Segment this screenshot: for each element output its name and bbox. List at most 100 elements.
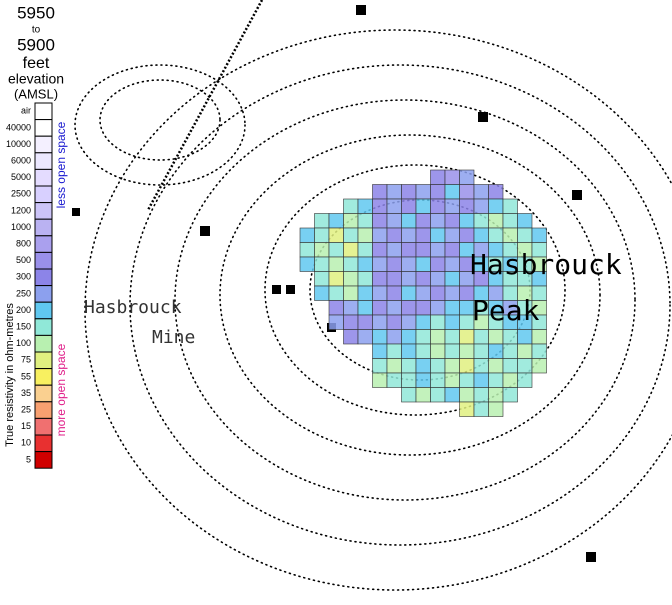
resistivity-cell [328, 300, 344, 316]
resistivity-cell [386, 256, 402, 272]
resistivity-cell [372, 285, 388, 301]
resistivity-cell [314, 242, 330, 258]
resistivity-cell [488, 329, 504, 345]
resistivity-cell [328, 213, 344, 229]
resistivity-cell [372, 271, 388, 287]
resistivity-cell [430, 184, 446, 200]
resistivity-cell [473, 372, 489, 388]
resistivity-cell [473, 358, 489, 374]
resistivity-cell [473, 329, 489, 345]
resistivity-cell [459, 401, 475, 417]
resistivity-cell [372, 213, 388, 229]
resistivity-cell [328, 285, 344, 301]
resistivity-cell [502, 329, 518, 345]
peak-label: Peak [472, 294, 540, 327]
resistivity-cell [531, 343, 547, 359]
resistivity-cell [517, 213, 533, 229]
resistivity-cell [357, 198, 373, 214]
scale-label: 10000 [6, 139, 31, 149]
resistivity-cell [401, 184, 417, 200]
scale-label: 300 [16, 272, 31, 282]
resistivity-cell [372, 343, 388, 359]
resistivity-cell [502, 343, 518, 359]
resistivity-cell [517, 343, 533, 359]
resistivity-cell [430, 387, 446, 403]
resistivity-cell [357, 300, 373, 316]
resistivity-cell [372, 314, 388, 330]
resistivity-cell [430, 343, 446, 359]
resistivity-cell [517, 358, 533, 374]
resistivity-cell [430, 358, 446, 374]
resistivity-cell [517, 329, 533, 345]
resistivity-cell [343, 271, 359, 287]
resistivity-cell [459, 343, 475, 359]
resistivity-cell [299, 256, 315, 272]
scale-label: 1000 [11, 222, 31, 232]
resistivity-cell [473, 198, 489, 214]
elevation-to: to [32, 25, 41, 36]
scale-swatch [34, 401, 53, 419]
resistivity-cell [372, 372, 388, 388]
scale-label: 40000 [6, 122, 31, 132]
resistivity-cell [444, 213, 460, 229]
resistivity-cell [473, 184, 489, 200]
resistivity-cell [488, 227, 504, 243]
resistivity-cell [314, 227, 330, 243]
resistivity-cell [473, 213, 489, 229]
resistivity-cell [401, 343, 417, 359]
resistivity-cell [444, 372, 460, 388]
resistivity-cell [415, 213, 431, 229]
resistivity-cell [415, 343, 431, 359]
resistivity-cell [357, 242, 373, 258]
resistivity-cell [415, 242, 431, 258]
resistivity-cell [415, 329, 431, 345]
resistivity-cell [430, 271, 446, 287]
scale-label: 800 [16, 238, 31, 248]
resistivity-cell [444, 242, 460, 258]
resistivity-cell [502, 387, 518, 403]
resistivity-cell [502, 213, 518, 229]
resistivity-cell [415, 271, 431, 287]
resistivity-cell [372, 256, 388, 272]
scale-label: 1200 [11, 205, 31, 215]
scale-swatch [34, 417, 53, 436]
resistivity-cell [430, 285, 446, 301]
scale-label: 15 [21, 421, 31, 431]
resistivity-cell [415, 358, 431, 374]
scale-swatch [34, 218, 53, 237]
resistivity-cell [299, 227, 315, 243]
resistivity-cell [386, 198, 402, 214]
scale-label: 250 [16, 288, 31, 298]
elevation-unit: feet [23, 55, 50, 72]
resistivity-cell [401, 198, 417, 214]
resistivity-cell [401, 329, 417, 345]
resistivity-cell [314, 256, 330, 272]
resistivity-cell [531, 329, 547, 345]
resistivity-cell [343, 329, 359, 345]
scale-label: 500 [16, 255, 31, 265]
resistivity-cell [444, 256, 460, 272]
resistivity-cell [430, 242, 446, 258]
resistivity-cell [502, 198, 518, 214]
resistivity-cell [386, 343, 402, 359]
scale-swatch [34, 235, 53, 253]
resistivity-cell [357, 213, 373, 229]
scale-label: 6000 [11, 155, 31, 165]
scale-label: 75 [21, 355, 31, 365]
resistivity-cell [430, 169, 446, 185]
resistivity-cell [386, 314, 402, 330]
resistivity-cell [430, 256, 446, 272]
scale-label: 55 [21, 371, 31, 381]
resistivity-cell [444, 184, 460, 200]
scale-label: 5000 [11, 172, 31, 182]
resistivity-cell [459, 169, 475, 185]
resistivity-cell [517, 227, 533, 243]
resistivity-cell [459, 372, 475, 388]
resistivity-cell [386, 184, 402, 200]
resistivity-cell [357, 227, 373, 243]
resistivity-cell [314, 213, 330, 229]
resistivity-cell [415, 198, 431, 214]
resistivity-cell [502, 227, 518, 243]
resistivity-cell [444, 227, 460, 243]
